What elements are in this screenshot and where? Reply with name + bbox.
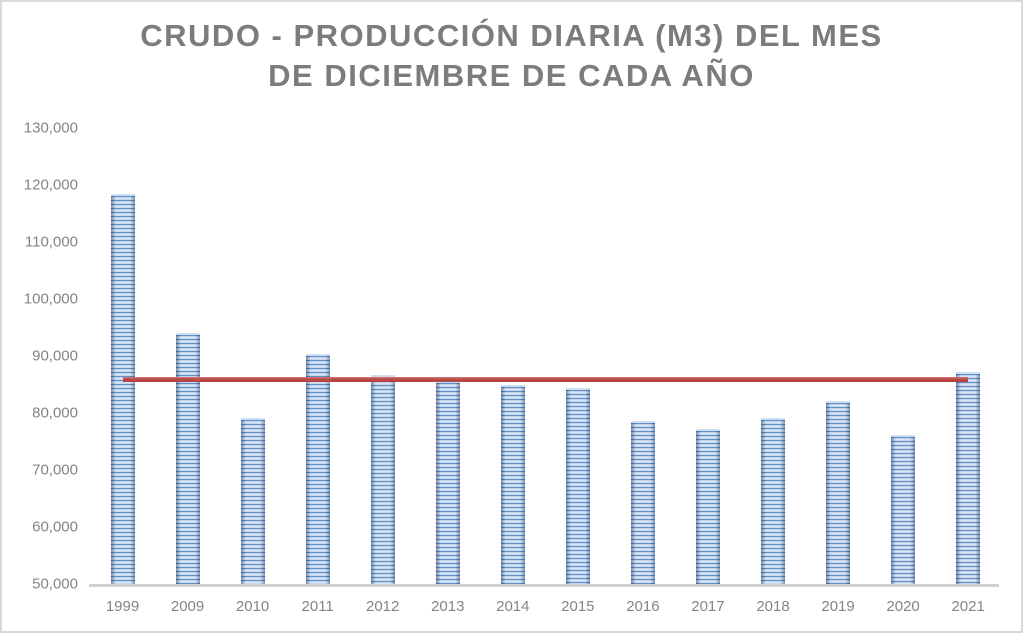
chart-title-line-2: DE DICIEMBRE DE CADA AÑO [268,58,755,93]
chart-title: CRUDO - PRODUCCIÓN DIARIA (M3) DEL MES D… [2,16,1021,96]
x-tick-label-2016: 2016 [626,598,660,615]
x-tick-label-2020: 2020 [886,598,920,615]
y-tick-label: 100,000 [23,290,78,308]
bar-2014 [500,385,525,584]
bar-2017 [695,428,720,584]
bar-2016 [630,420,655,584]
x-tick-label-2017: 2017 [691,598,725,615]
x-tick-label-2015: 2015 [561,598,595,615]
y-tick-label: 90,000 [32,347,78,365]
bar-2011 [305,354,330,584]
x-tick-label-2009: 2009 [170,598,205,615]
x-axis-line [89,584,999,587]
y-tick-label: 80,000 [32,404,78,422]
bar-1999 [110,194,135,584]
bar-2018 [761,418,785,584]
y-tick-label: 110,000 [24,233,78,251]
x-tick-label-2012: 2012 [366,598,400,615]
y-tick-label: 70,000 [32,461,78,479]
y-tick-label: 120,000 [23,176,78,194]
bar-2020 [891,435,916,584]
x-tick-label-1999: 1999 [105,598,140,615]
x-tick-label-2011: 2011 [301,598,334,615]
y-axis: 130,000 120,000 110,000 100,000 90,000 80,000… [2,2,80,631]
y-tick-label: 130,000 [23,119,78,137]
x-tick-label-2019: 2019 [821,598,855,615]
chart-title-line-1: CRUDO - PRODUCCIÓN DIARIA (M3) DEL MES [140,18,883,53]
x-tick-label-2014: 2014 [496,598,530,615]
x-tick-label-2013: 2013 [431,598,465,615]
average-line [122,376,969,382]
bar-2009 [175,333,200,584]
x-tick-label-2010: 2010 [235,598,270,615]
y-tick-label: 60,000 [32,518,78,536]
bar-2021 [956,371,981,584]
bar-2015 [565,387,590,584]
bar-2012 [370,374,395,584]
bar-2010 [240,418,265,584]
bar-2013 [435,381,460,584]
bar-2019 [826,401,851,584]
y-tick-label: 50,000 [32,575,78,593]
x-tick-label-2021: 2021 [951,598,985,615]
x-tick-label-2018: 2018 [756,598,790,615]
